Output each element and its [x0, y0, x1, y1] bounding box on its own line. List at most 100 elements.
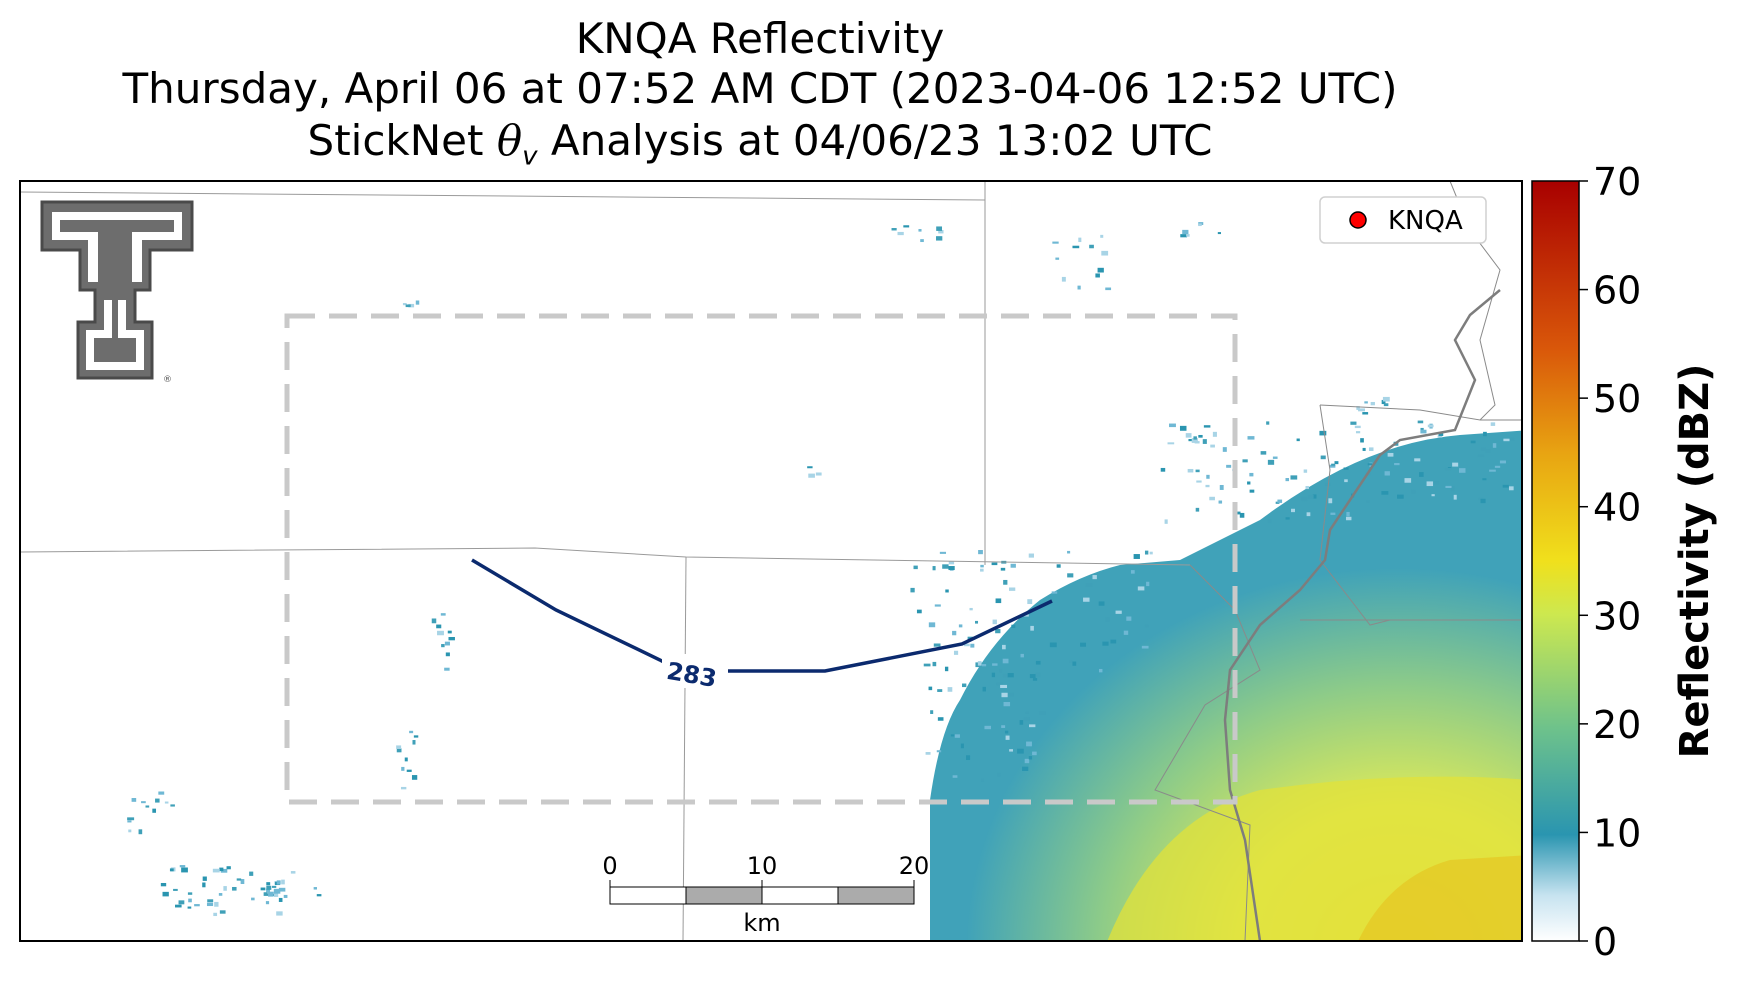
echo-pixel	[1290, 475, 1298, 480]
echo-pixel	[1149, 551, 1153, 555]
echo-pixel	[437, 630, 444, 636]
echo-pixel	[436, 624, 442, 629]
echo-pixel	[920, 239, 924, 243]
echo-pixel	[1133, 554, 1140, 559]
echo-pixel	[1056, 564, 1061, 568]
echo-pixel	[181, 867, 188, 873]
echo-pixel	[1185, 433, 1192, 438]
echo-pixel	[1350, 421, 1357, 425]
colorbar-tick-label: 20	[1593, 703, 1641, 747]
echo-pixel	[1085, 583, 1093, 587]
echo-pixel	[1494, 465, 1501, 468]
echo-pixel	[1508, 486, 1514, 491]
echo-pixel	[930, 710, 934, 714]
echo-pixel	[1368, 447, 1374, 451]
echo-pixel	[1445, 485, 1452, 489]
echo-pixel	[980, 664, 987, 667]
echo-pixel	[266, 882, 271, 886]
echo-pixel	[996, 682, 1004, 686]
echo-pixel	[978, 550, 983, 555]
echo-pixel	[1067, 573, 1074, 578]
echo-pixel	[1028, 756, 1033, 760]
echo-pixel	[236, 878, 242, 881]
echo-pixel	[1067, 550, 1071, 554]
echo-pixel	[1105, 617, 1110, 622]
colorbar-tick-label: 0	[1593, 920, 1617, 964]
echo-pixel	[141, 801, 146, 804]
echo-pixel	[415, 300, 420, 305]
echo-pixel	[1219, 484, 1224, 490]
echo-pixel	[219, 867, 224, 872]
echo-pixel	[1024, 758, 1030, 764]
echo-pixel	[1362, 447, 1366, 451]
echo-pixel	[975, 620, 979, 624]
echo-pixel	[970, 643, 975, 648]
echo-pixel	[1092, 575, 1097, 580]
echo-pixel	[910, 587, 915, 593]
echo-pixel	[950, 734, 955, 737]
echo-pixel	[1432, 481, 1440, 485]
echo-pixel	[1381, 491, 1389, 495]
scattered-echo-pixels	[127, 222, 1515, 917]
echo-pixel	[1358, 408, 1365, 412]
echo-pixel	[226, 866, 231, 870]
echo-pixel	[1123, 630, 1129, 635]
echo-pixel	[952, 630, 957, 636]
scale-unit: km	[743, 909, 780, 937]
echo-pixel	[1305, 486, 1309, 490]
echo-pixel	[406, 769, 412, 772]
echo-pixel	[1061, 276, 1066, 282]
scale-bar: 0 10 20 km	[602, 852, 929, 937]
echo-pixel	[1003, 702, 1011, 707]
echo-pixel	[995, 628, 1001, 634]
echo-pixel	[960, 743, 964, 749]
echo-pixel	[1490, 422, 1496, 426]
echo-pixel	[815, 472, 822, 476]
echo-pixel	[173, 888, 178, 891]
echo-pixel	[1141, 645, 1149, 649]
echo-pixel	[447, 630, 452, 634]
echo-pixel	[963, 643, 970, 647]
echo-pixel	[1444, 467, 1452, 471]
colorbar-tick-label: 50	[1593, 377, 1641, 421]
colorbar: 0 10 20 30 40 50 60 70 Reflectivity (dBZ)	[1531, 160, 1718, 964]
echo-pixel	[240, 879, 245, 884]
echo-pixel	[1277, 499, 1283, 503]
echo-pixel	[969, 607, 973, 611]
echo-pixel	[1009, 587, 1016, 591]
echo-pixel	[947, 687, 953, 692]
echo-pixel	[1438, 433, 1444, 436]
echo-pixel	[263, 892, 269, 896]
map-subtitle-time: Thursday, April 06 at 07:52 AM CDT (2023…	[122, 64, 1398, 113]
echo-pixel	[1266, 421, 1270, 425]
echo-pixel	[396, 748, 402, 753]
echo-pixel	[411, 775, 418, 780]
echo-pixel	[1193, 436, 1197, 440]
echo-pixel	[1346, 511, 1350, 517]
echo-pixel	[932, 566, 936, 571]
echo-pixel	[1387, 452, 1394, 457]
echo-pixel	[266, 888, 271, 893]
echo-pixel	[1098, 601, 1105, 606]
echo-pixel	[952, 775, 958, 778]
echo-pixel	[953, 650, 959, 655]
echo-pixel	[1404, 478, 1412, 483]
echo-pixel	[1051, 591, 1058, 594]
echo-pixel	[396, 745, 402, 750]
echo-pixel	[1022, 766, 1029, 771]
analysis-domain-box	[284, 313, 1238, 805]
echo-pixel	[1366, 500, 1370, 503]
echo-pixel	[1035, 660, 1041, 665]
echo-pixel	[431, 618, 437, 624]
echo-pixel	[1502, 484, 1509, 488]
echo-pixel	[1001, 692, 1008, 698]
echo-pixel	[187, 906, 192, 909]
echo-pixel	[1077, 285, 1081, 290]
echo-pixel	[1019, 720, 1024, 725]
echo-pixel	[1038, 711, 1046, 716]
echo-pixel	[981, 778, 985, 782]
echo-pixel	[936, 750, 942, 753]
map-title: KNQA Reflectivity	[575, 14, 945, 63]
echo-pixel	[1480, 447, 1487, 451]
echo-pixel	[1411, 489, 1416, 494]
